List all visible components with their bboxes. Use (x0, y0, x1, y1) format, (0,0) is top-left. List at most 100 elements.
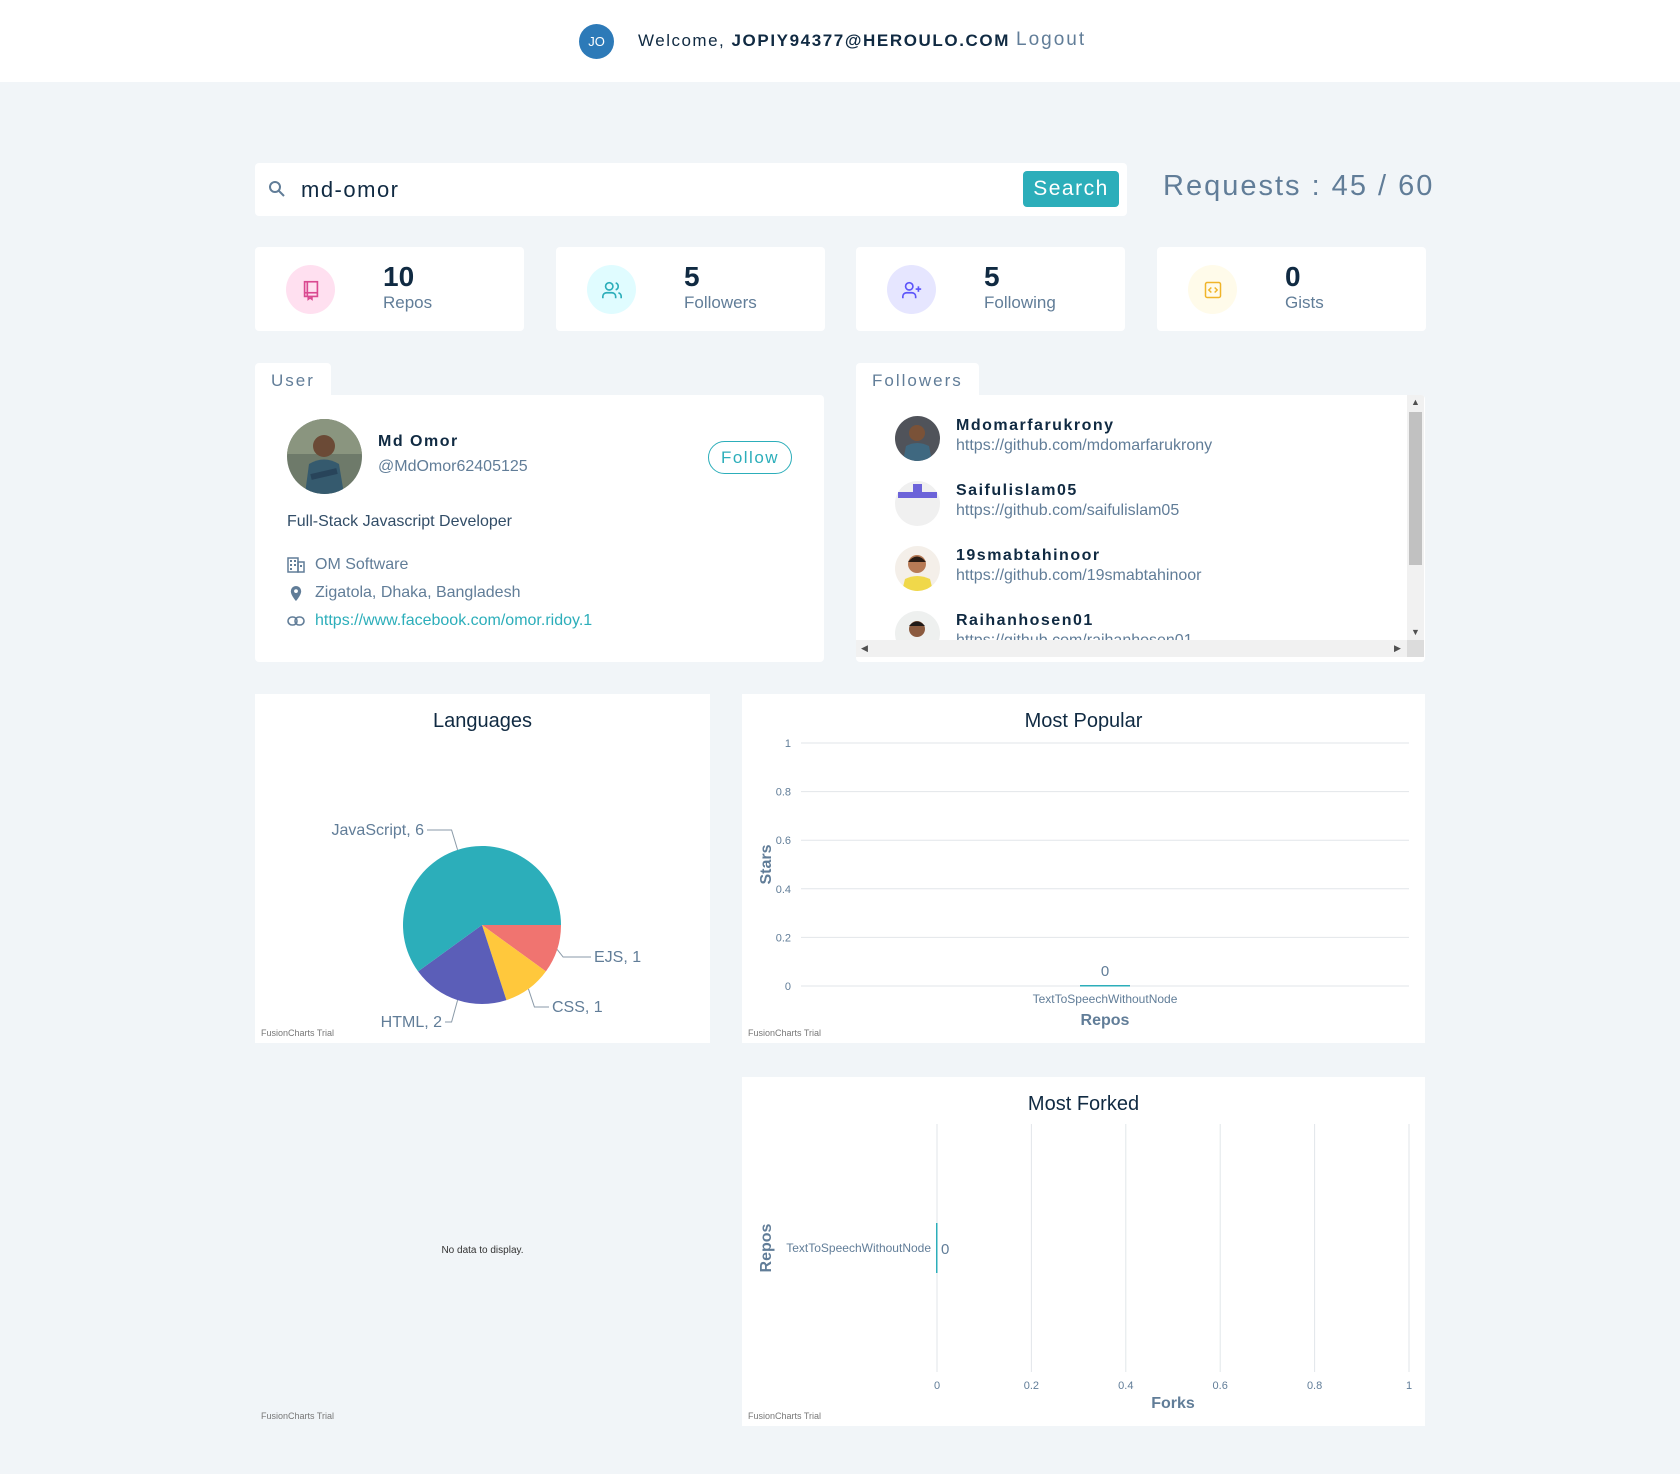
stat-label: Following (984, 293, 1056, 312)
tab-user: User (255, 363, 331, 395)
x-tick-label: 1 (1406, 1380, 1412, 1392)
x-tick-label: 0.4 (1118, 1380, 1133, 1392)
user-blog: https://www.facebook.com/omor.ridoy.1 (287, 612, 592, 630)
vertical-scrollbar[interactable]: ▲ ▼ (1407, 395, 1424, 640)
no-data-message: No data to display. (441, 1245, 524, 1256)
chart-title: Most Forked (1027, 1093, 1140, 1115)
follower-avatar (895, 416, 940, 461)
company-text: OM Software (315, 556, 409, 573)
stat-value: 0 (1285, 261, 1301, 292)
followers-card: Mdomarfarukrony https://github.com/mdoma… (856, 395, 1425, 662)
stat-label: Gists (1285, 293, 1324, 312)
link-icon (287, 616, 305, 626)
follow-button[interactable]: Follow (708, 441, 792, 474)
user-plus-icon (887, 265, 936, 314)
code-icon (1188, 265, 1237, 314)
y-axis-label: Repos (758, 1223, 775, 1272)
avatar[interactable]: JO (579, 24, 614, 59)
y-tick-label: 0.2 (776, 932, 791, 944)
welcome-text: Welcome, JOPIY94377@HEROULO.COM (638, 31, 1010, 51)
stat-value: 10 (383, 261, 415, 292)
stat-value: 5 (984, 261, 1000, 292)
pie-slice-html (418, 925, 507, 1004)
scrollbar-thumb[interactable] (1409, 412, 1422, 565)
x-axis-label: Forks (1151, 1395, 1195, 1412)
location-text: Zigatola, Dhaka, Bangladesh (315, 584, 521, 601)
fusioncharts-trial: FusionCharts Trial (261, 1411, 335, 1421)
stat-card-followers: 5 Followers (556, 247, 825, 331)
y-tick-label: 0.8 (776, 787, 791, 799)
search-input[interactable] (301, 175, 1001, 205)
pie-label: EJS, 1 (594, 949, 641, 966)
logout-button[interactable]: Logout (1016, 29, 1087, 50)
scroll-down-icon[interactable]: ▼ (1411, 627, 1420, 637)
stat-card-repos: 10 Repos (255, 247, 524, 331)
pie-label-line (445, 1000, 459, 1023)
user-company: OM Software (287, 556, 408, 574)
chart-title: Languages (433, 710, 532, 732)
horizontal-scrollbar[interactable]: ◀ ▶ (856, 640, 1407, 657)
x-tick-label: 0.2 (1024, 1380, 1039, 1392)
user-name: Md Omor (378, 433, 459, 450)
book-icon (286, 265, 335, 314)
bar (936, 1223, 938, 1273)
search-button[interactable]: Search (1023, 171, 1119, 207)
follower-name: 19smabtahinoor (956, 547, 1101, 564)
pie-label: CSS, 1 (552, 999, 603, 1016)
users-icon (587, 265, 636, 314)
data-label: 0 (1101, 963, 1109, 980)
x-axis-label: Repos (1081, 1012, 1130, 1029)
search-icon (269, 181, 285, 197)
x-tick-label: 0.6 (1213, 1380, 1228, 1392)
follower-name: Saifulislam05 (956, 482, 1078, 499)
column-chart: 0 0.2 0.4 0.6 0.8 1 0 TextToSpeechWithoutNode Re… (758, 738, 1409, 1029)
pie-slice-css (482, 925, 546, 1001)
stat-card-following: 5 Following (856, 247, 1125, 331)
follower-url[interactable]: https://github.com/19smabtahinoor (956, 567, 1202, 584)
requests-counter: Requests : 45 / 60 (1163, 170, 1435, 202)
y-tick-label: 0.6 (776, 835, 791, 847)
y-tick-label: 0.4 (776, 884, 791, 896)
bar-chart: 0 0.2 0.4 0.6 0.8 1 0 TextToSpeechWithoutNode Fo… (758, 1124, 1412, 1412)
follower-name: Raihanhosen01 (956, 612, 1094, 629)
fusioncharts-trial: FusionCharts Trial (748, 1028, 822, 1038)
y-tick-label: TextToSpeechWithoutNode (786, 1241, 931, 1255)
user-avatar (287, 419, 362, 494)
scroll-up-icon[interactable]: ▲ (1411, 397, 1420, 407)
stat-label: Followers (684, 293, 757, 312)
scroll-right-icon[interactable]: ▶ (1394, 643, 1401, 653)
pie-label-line (527, 988, 549, 1008)
pie-slice-javascript (403, 846, 561, 972)
welcome-prefix: Welcome, (638, 31, 732, 50)
y-tick-label: 0 (785, 981, 791, 993)
y-tick-label: 1 (785, 738, 791, 750)
follower-avatar (895, 546, 940, 591)
follower-url[interactable]: https://github.com/mdomarfarukrony (956, 437, 1213, 454)
stat-card-gists: 0 Gists (1157, 247, 1426, 331)
follower-url[interactable]: https://github.com/saifulislam05 (956, 502, 1180, 519)
x-tick-label: 0 (934, 1380, 940, 1392)
tab-followers: Followers (856, 363, 979, 395)
stat-label: Repos (383, 293, 433, 312)
most-forked-chart: Most Forked 0 0.2 0.4 0.6 0.8 1 0 TextToSpeechW… (742, 1077, 1425, 1426)
pie-label: HTML, 2 (381, 1014, 442, 1031)
stat-value: 5 (684, 261, 700, 292)
most-popular-chart: Most Popular 0 0.2 0.4 0.6 0.8 1 0 TextToSpeech… (742, 694, 1425, 1043)
pie-chart: EJS, 1 CSS, 1 HTML, 2 JavaScript, 6 (332, 822, 642, 1031)
bar (1080, 985, 1130, 987)
chart-title: Most Popular (1024, 710, 1143, 732)
follower-name: Mdomarfarukrony (956, 417, 1115, 434)
navbar: JO Welcome, JOPIY94377@HEROULO.COM Logou… (0, 0, 1680, 82)
blog-link[interactable]: https://www.facebook.com/omor.ridoy.1 (315, 612, 593, 629)
user-location: Zigatola, Dhaka, Bangladesh (287, 584, 520, 602)
pie-label: JavaScript, 6 (332, 822, 425, 839)
pie-slice-ejs (482, 925, 561, 972)
empty-chart: No data to display. FusionCharts Trial (255, 1077, 710, 1426)
y-axis-label: Stars (758, 844, 775, 884)
user-email: JOPIY94377@HEROULO.COM (731, 31, 1011, 50)
building-icon (287, 557, 305, 573)
scroll-left-icon[interactable]: ◀ (861, 643, 868, 653)
user-bio: Full-Stack Javascript Developer (287, 513, 512, 530)
follower-avatar (895, 481, 940, 526)
user-handle: @MdOmor62405125 (378, 458, 528, 475)
